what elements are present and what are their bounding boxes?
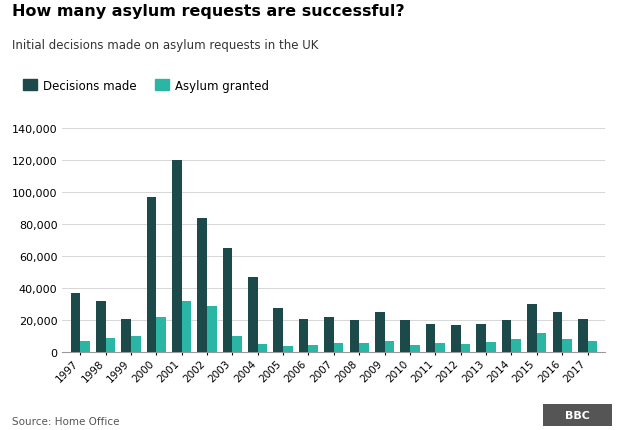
Bar bbox=[426, 324, 436, 353]
Bar bbox=[384, 341, 394, 353]
Bar bbox=[207, 306, 217, 353]
Bar bbox=[512, 339, 521, 353]
Bar bbox=[96, 301, 105, 353]
Text: Source: Home Office: Source: Home Office bbox=[12, 416, 120, 426]
Bar bbox=[334, 343, 343, 353]
Bar bbox=[451, 326, 461, 353]
Text: How many asylum requests are successful?: How many asylum requests are successful? bbox=[12, 4, 405, 19]
Bar bbox=[486, 342, 495, 353]
Bar bbox=[308, 345, 318, 353]
Bar bbox=[476, 324, 486, 353]
Bar bbox=[71, 294, 80, 353]
Bar bbox=[273, 308, 283, 353]
Bar bbox=[299, 319, 308, 353]
Bar bbox=[223, 249, 232, 353]
Bar bbox=[197, 218, 207, 353]
Bar bbox=[410, 345, 419, 353]
Bar bbox=[401, 321, 410, 353]
Bar bbox=[105, 338, 115, 353]
Bar bbox=[436, 343, 445, 353]
Bar bbox=[562, 339, 572, 353]
Bar bbox=[349, 321, 359, 353]
Bar bbox=[131, 337, 140, 353]
Bar bbox=[283, 346, 293, 353]
Bar bbox=[588, 341, 597, 353]
Text: Initial decisions made on asylum requests in the UK: Initial decisions made on asylum request… bbox=[12, 39, 319, 52]
Bar bbox=[375, 313, 384, 353]
Bar bbox=[80, 341, 90, 353]
Bar bbox=[258, 344, 267, 353]
Bar bbox=[182, 301, 192, 353]
Bar bbox=[359, 343, 369, 353]
Bar bbox=[248, 277, 258, 353]
Bar bbox=[537, 333, 547, 353]
Bar bbox=[552, 313, 562, 353]
Bar bbox=[502, 321, 512, 353]
Bar bbox=[172, 161, 182, 353]
Text: BBC: BBC bbox=[565, 410, 590, 420]
Bar bbox=[527, 305, 537, 353]
Legend: Decisions made, Asylum granted: Decisions made, Asylum granted bbox=[18, 75, 273, 97]
Bar bbox=[147, 198, 156, 353]
Bar bbox=[156, 317, 166, 353]
Bar bbox=[324, 317, 334, 353]
Bar bbox=[121, 319, 131, 353]
Bar bbox=[461, 344, 470, 353]
Bar bbox=[232, 337, 242, 353]
Bar bbox=[578, 319, 588, 353]
